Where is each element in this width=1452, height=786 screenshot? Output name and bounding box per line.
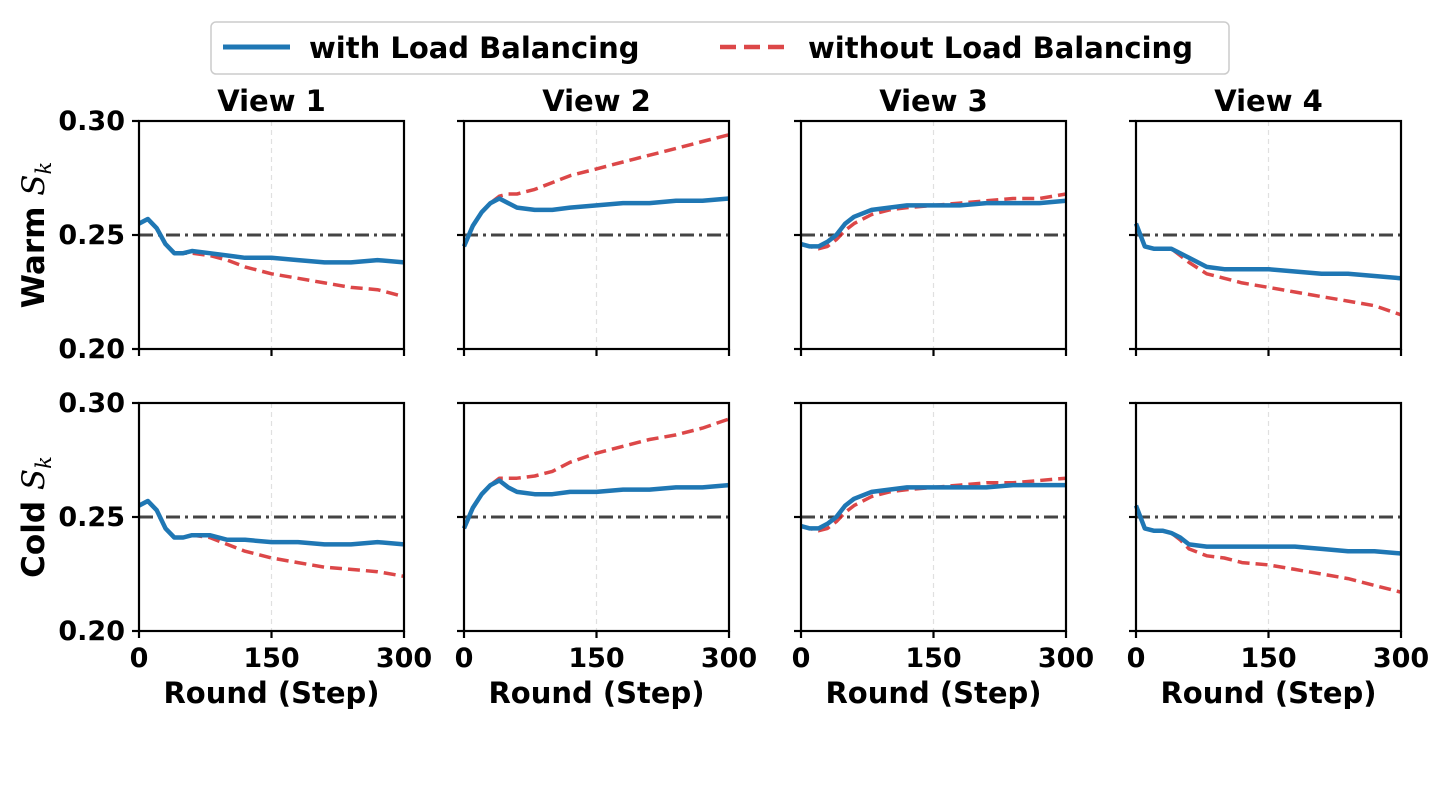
x-tick-label: 150 — [243, 643, 299, 674]
y-tick-label: 0.30 — [58, 388, 125, 419]
y-tick-label: 0.30 — [58, 106, 125, 137]
panel-title: View 2 — [542, 84, 651, 118]
series-with-load-balancing — [137, 498, 405, 547]
y-tick-label: 0.25 — [58, 220, 125, 251]
x-tick-label: 300 — [1373, 643, 1429, 674]
x-axis-label: Round (Step) — [825, 676, 1041, 710]
series-with-load-balancing — [461, 478, 730, 530]
series-without-load-balancing — [800, 476, 1067, 533]
panel-warm-view-1: 0.20 0.25 0.30 View 1 — [58, 84, 406, 365]
legend: with Load Balancing without Load Balanci… — [210, 21, 1230, 75]
series-with-load-balancing — [461, 196, 730, 248]
x-axis-label: Round (Step) — [488, 676, 704, 710]
series-without-load-balancing — [138, 217, 405, 299]
panel-grid: 0.20 0.25 0.30 View 1 View 2 View 3 View 4 Warm… — [16, 84, 1429, 710]
series-without-load-balancing — [138, 499, 405, 579]
legend-label-without: without Load Balancing — [808, 31, 1193, 65]
series-without-load-balancing — [800, 192, 1067, 251]
series-with-load-balancing — [1133, 504, 1402, 556]
panel-title: View 1 — [217, 84, 326, 118]
x-tick-label: 150 — [1240, 643, 1296, 674]
panel-warm-view-2: View 2 — [457, 84, 731, 356]
panel-warm-view-4: View 4 — [1129, 84, 1403, 356]
x-tick-label: 300 — [1038, 643, 1094, 674]
series-with-load-balancing — [1133, 222, 1402, 281]
x-tick-label: 0 — [1127, 643, 1146, 674]
series-with-load-balancing — [800, 482, 1066, 531]
panel-warm-view-3: View 3 — [794, 84, 1068, 356]
panel-title: View 4 — [1214, 84, 1323, 118]
series-with-load-balancing — [137, 216, 405, 265]
x-tick-label: 300 — [701, 643, 757, 674]
panel-cold-view-1: 0 150 300 0.20 0.25 0.30 Round (Step) — [58, 388, 432, 710]
x-axis-label: Round (Step) — [163, 676, 379, 710]
panel-title: View 3 — [879, 84, 988, 118]
y-tick-label: 0.20 — [58, 334, 125, 365]
series-with-load-balancing — [800, 198, 1067, 249]
x-tick-label: 300 — [376, 643, 432, 674]
x-tick-label: 150 — [568, 643, 624, 674]
y-axis-label-cold: Cold Sk — [16, 456, 56, 578]
x-tick-label: 0 — [455, 643, 474, 674]
x-tick-label: 0 — [130, 643, 149, 674]
x-axis-label: Round (Step) — [1160, 676, 1376, 710]
y-axis-label-warm: Warm Sk — [16, 162, 56, 308]
x-tick-label: 150 — [905, 643, 961, 674]
x-tick-label: 0 — [792, 643, 811, 674]
legend-label-with: with Load Balancing — [309, 31, 640, 65]
y-tick-label: 0.20 — [58, 616, 125, 647]
y-tick-label: 0.25 — [58, 502, 125, 533]
